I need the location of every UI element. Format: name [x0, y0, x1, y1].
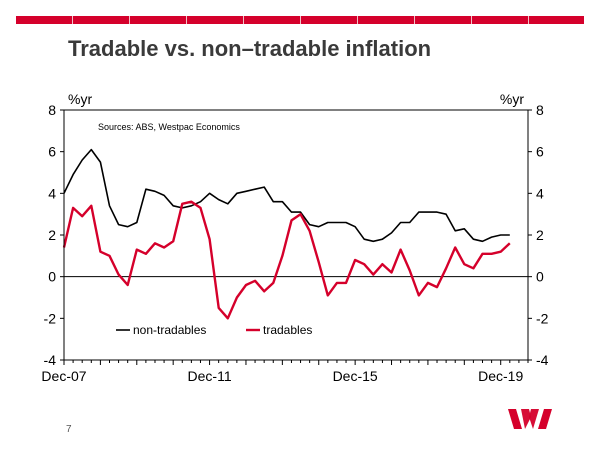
- westpac-logo: [508, 409, 552, 429]
- page-number: 7: [66, 424, 72, 435]
- x-tick-label: Dec-19: [478, 368, 523, 384]
- right-y-tick-label: 8: [536, 102, 544, 118]
- source-note: Sources: ABS, Westpac Economics: [98, 122, 240, 132]
- left-y-tick-label: 6: [48, 144, 56, 160]
- left-y-tick-label: 2: [48, 227, 56, 243]
- legend: non-tradables tradables: [116, 323, 312, 337]
- right-axis-unit: %yr: [500, 91, 524, 107]
- right-y-tick-label: 4: [536, 185, 544, 201]
- left-axis-unit: %yr: [68, 91, 92, 107]
- x-tick-label: Dec-15: [333, 368, 378, 384]
- right-y-tick-label: -2: [536, 310, 549, 326]
- non-tradables-line: [63, 148, 510, 243]
- tradables-line: [62, 200, 511, 320]
- left-y-tick-label: 8: [48, 102, 56, 118]
- plot-frame: [63, 109, 529, 361]
- left-y-tick-label: 0: [48, 269, 56, 285]
- x-tick-label: Dec-11: [188, 368, 232, 384]
- top-accent-bar: [16, 16, 584, 24]
- legend-label-tradables: tradables: [263, 323, 312, 337]
- x-tick-label: Dec-07: [41, 368, 86, 384]
- slide-title: Tradable vs. non–tradable inflation: [68, 36, 432, 61]
- legend-label-non-tradables: non-tradables: [133, 323, 206, 337]
- left-y-tick-label: -4: [44, 352, 57, 368]
- right-y-tick-label: -4: [536, 352, 549, 368]
- right-y-tick-label: 0: [536, 269, 544, 285]
- right-y-tick-label: 6: [536, 144, 544, 160]
- right-y-tick-label: 2: [536, 227, 544, 243]
- left-y-tick-label: -2: [44, 310, 57, 326]
- left-y-tick-label: 4: [48, 185, 56, 201]
